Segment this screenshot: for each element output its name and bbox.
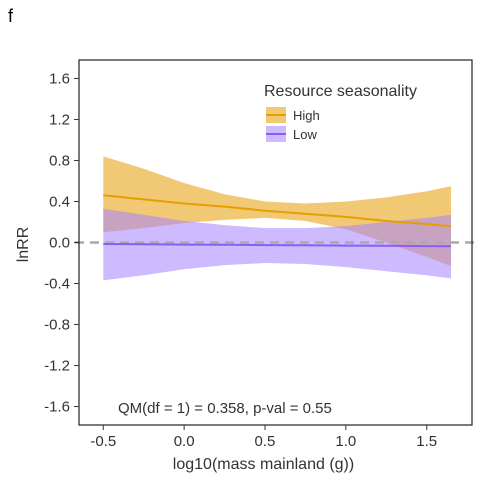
legend-title: Resource seasonality (264, 83, 417, 100)
x-tick-label: 1.0 (335, 433, 356, 450)
x-tick-label: 0.0 (174, 433, 195, 450)
stats-annotation: QM(df = 1) = 0.358, p-val = 0.55 (118, 400, 332, 417)
y-tick-label: 1.6 (49, 70, 70, 87)
legend-label-high: High (293, 108, 320, 123)
fit-line-high (103, 194, 452, 228)
y-tick-label: 0.4 (49, 193, 70, 210)
y-tick-label: 1.2 (49, 111, 70, 128)
legend: Resource seasonality High Low (264, 83, 417, 142)
panel-label: f (8, 6, 14, 26)
y-tick-label: -1.6 (44, 399, 70, 416)
y-tick-label: 0.8 (49, 152, 70, 169)
x-tick-label: -0.5 (90, 433, 116, 450)
y-tick-label: -0.4 (44, 276, 70, 293)
x-tick-label: 0.5 (255, 433, 276, 450)
y-tick-label: -1.2 (44, 358, 70, 375)
plot-area (75, 156, 476, 281)
x-tick-label: 1.5 (416, 433, 437, 450)
x-axis-title: log10(mass mainland (g)) (173, 456, 354, 473)
legend-label-low: Low (293, 127, 317, 142)
y-tick-label: 0.0 (49, 235, 70, 252)
fit-line-low (103, 243, 452, 248)
axes: -0.5 0.0 0.5 1.0 1.5 -1.6 -1.2 -0.8 -0.4 0.0 0.4 0.… (15, 59, 473, 473)
y-tick-label: -0.8 (44, 317, 70, 334)
y-axis-title: lnRR (15, 227, 32, 263)
